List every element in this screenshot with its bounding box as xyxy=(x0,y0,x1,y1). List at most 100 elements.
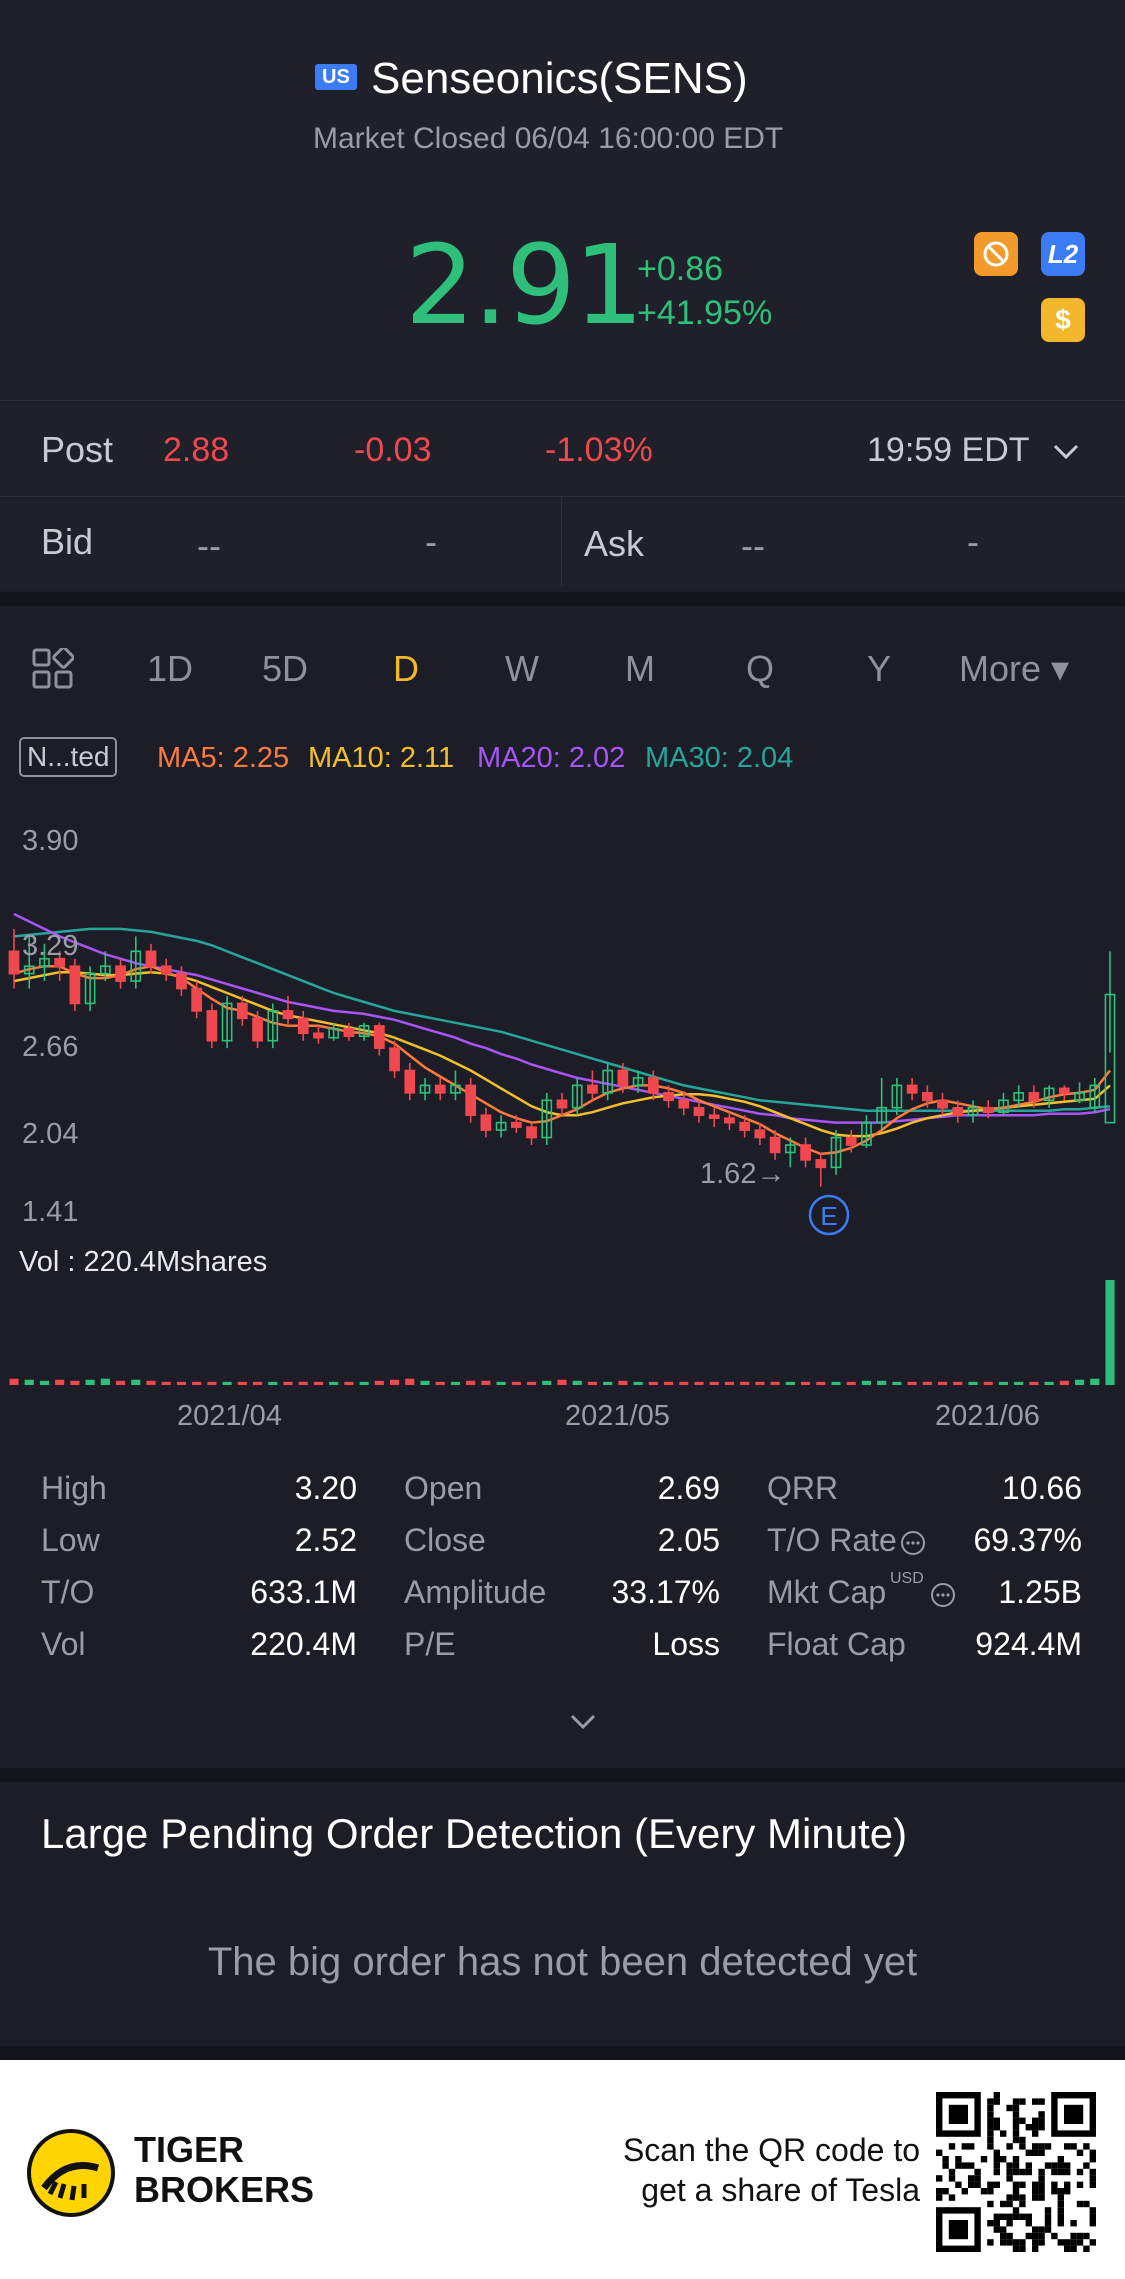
y-tick-label: 2.04 xyxy=(22,1118,79,1150)
ma30-label: MA30: 2.04 xyxy=(645,742,794,774)
qr-module xyxy=(1044,2162,1052,2169)
qr-module xyxy=(1038,2232,1045,2240)
tab-5d[interactable]: 5D xyxy=(262,648,309,689)
volume-bar xyxy=(329,1381,339,1385)
qr-module xyxy=(1051,2168,1058,2176)
volume-bar xyxy=(450,1381,461,1385)
bid-price: -- xyxy=(197,525,221,566)
info-icon[interactable] xyxy=(900,1530,926,1561)
volume-bar xyxy=(1074,1379,1085,1385)
section-separator xyxy=(0,592,1125,606)
tab-m[interactable]: M xyxy=(625,648,655,689)
divider xyxy=(0,400,1125,401)
qr-module xyxy=(955,2162,962,2169)
qr-module xyxy=(1089,2213,1096,2220)
price-chart[interactable]: 1.62→ E xyxy=(0,800,1125,1440)
period-tabs: 1D 5D D W M Q Y More ▾ xyxy=(0,606,1125,736)
stat-value: 69.37% xyxy=(973,1522,1082,1558)
qr-module xyxy=(1089,2220,1096,2227)
volume-bar xyxy=(39,1380,50,1385)
qr-module xyxy=(1051,2188,1058,2195)
candle-body xyxy=(343,1027,355,1038)
qr-module xyxy=(968,2162,975,2169)
volume-bar xyxy=(283,1381,293,1385)
volume-bar xyxy=(161,1381,171,1385)
post-time: 19:59 EDT xyxy=(867,431,1030,469)
qr-module xyxy=(1038,2098,1045,2105)
qr-module xyxy=(1044,2220,1052,2227)
qr-module xyxy=(1083,2232,1090,2240)
indicator-mode-button[interactable]: N...ted xyxy=(19,737,118,777)
candle-body xyxy=(906,1084,918,1094)
qr-module xyxy=(1038,2194,1045,2201)
volume-bar xyxy=(222,1381,232,1385)
volume-bar xyxy=(85,1379,95,1385)
dollar-icon[interactable]: $ xyxy=(1041,298,1085,342)
candle-body xyxy=(1074,1092,1085,1102)
qr-module xyxy=(942,2156,949,2163)
info-icon[interactable] xyxy=(930,1582,956,1613)
volume-bar xyxy=(1014,1381,1024,1385)
volume-bar xyxy=(298,1381,308,1385)
tab-y[interactable]: Y xyxy=(867,648,892,689)
stat-label: Vol xyxy=(41,1626,86,1662)
post-market-row[interactable]: Post 2.88 -0.03 -1.03% 19:59 EDT xyxy=(0,401,1125,496)
qr-module xyxy=(993,2168,1000,2176)
volume-bar xyxy=(1029,1381,1039,1385)
tab-d[interactable]: D xyxy=(393,648,419,689)
tab-q[interactable]: Q xyxy=(746,648,775,689)
qr-module xyxy=(1006,2143,1013,2150)
level2-icon[interactable]: L2 xyxy=(1041,232,1085,276)
y-tick-label: 3.29 xyxy=(22,930,79,962)
volume-bar xyxy=(70,1380,80,1385)
qr-module xyxy=(1032,2232,1039,2240)
qr-module xyxy=(993,2162,1000,2169)
qr-module xyxy=(1057,2194,1064,2201)
stat-label: Float Cap xyxy=(767,1626,906,1662)
qr-module xyxy=(1000,2232,1007,2240)
market-badge: US xyxy=(315,64,357,90)
candle-body xyxy=(434,1084,446,1094)
volume-bar xyxy=(800,1381,811,1385)
tab-more[interactable]: More ▾ xyxy=(959,648,1070,689)
candle-body xyxy=(221,1002,233,1042)
tab-w[interactable]: W xyxy=(505,648,539,689)
volume-bar xyxy=(785,1381,795,1385)
qr-module xyxy=(993,2149,1000,2156)
qr-module xyxy=(993,2181,1000,2188)
volume-bar xyxy=(268,1381,278,1385)
expand-chevron-icon[interactable] xyxy=(569,1713,597,1736)
qr-module xyxy=(936,2188,943,2195)
qr-module xyxy=(993,2156,1000,2163)
tab-1d[interactable]: 1D xyxy=(147,648,194,689)
low-price-marker: 1.62→ xyxy=(700,1158,785,1190)
volume-bar xyxy=(998,1381,1009,1385)
volume-bar xyxy=(618,1380,628,1385)
candle-body xyxy=(967,1106,979,1116)
qr-module xyxy=(987,2188,994,2195)
qr-module xyxy=(987,2130,994,2137)
qr-module xyxy=(1076,2181,1084,2188)
stat-value: Loss xyxy=(652,1626,720,1662)
candle-body xyxy=(160,965,172,975)
grid-icon[interactable] xyxy=(32,646,75,695)
qr-module xyxy=(1032,2194,1039,2201)
chevron-down-icon[interactable] xyxy=(1052,443,1080,466)
qr-module xyxy=(1019,2143,1026,2150)
candle-body xyxy=(587,1084,598,1094)
qr-module xyxy=(1032,2124,1039,2131)
qr-module xyxy=(1019,2194,1026,2201)
qr-module xyxy=(987,2117,994,2124)
qr-module xyxy=(968,2143,975,2150)
qr-module xyxy=(1064,2181,1071,2188)
event-marker-label: E xyxy=(820,1201,837,1231)
ma20-line xyxy=(13,912,1111,1124)
qr-module xyxy=(1076,2200,1084,2208)
qr-module xyxy=(1064,2188,1071,2195)
volume-bar xyxy=(420,1380,430,1385)
brand-line1: TIGER xyxy=(134,2129,245,2170)
no-entry-icon[interactable] xyxy=(974,232,1018,276)
qr-module xyxy=(1038,2143,1045,2150)
qr-module xyxy=(1032,2245,1039,2252)
qr-module xyxy=(974,2175,981,2182)
